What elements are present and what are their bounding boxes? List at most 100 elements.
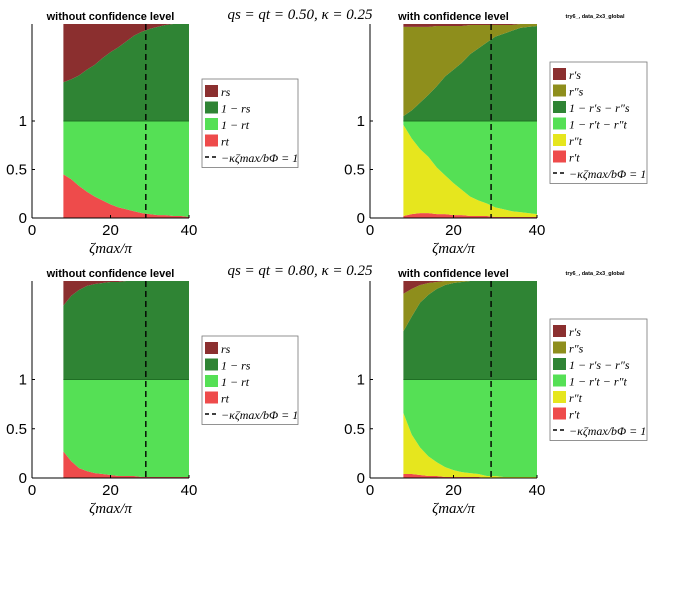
- legend-swatch: [553, 117, 566, 130]
- legend: rs 1 − rs 1 − rt rt −κζmax/bΦ = 1: [201, 335, 299, 425]
- area-one_minus_rt: [403, 121, 537, 215]
- y-tick-label: 0: [19, 210, 27, 227]
- legend-label: rs: [221, 85, 231, 99]
- x-tick-label: 40: [181, 222, 198, 239]
- legend-swatch: [205, 118, 218, 130]
- area-rs_pp: [403, 24, 537, 117]
- x-tick-label: 0: [366, 222, 374, 239]
- y-tick-label: 0.5: [344, 421, 365, 438]
- area-rs: [63, 24, 189, 83]
- y-tick-label: 0.5: [6, 162, 27, 179]
- x-axis-label: ζmax/π: [432, 501, 475, 517]
- legend-swatch: [205, 134, 218, 147]
- chart-title: without confidence level: [46, 11, 175, 23]
- x-axis-label: ζmax/π: [89, 501, 132, 517]
- legend-swatch: [205, 85, 218, 97]
- legend-swatch: [553, 374, 566, 387]
- legend-label: 1 − rs: [221, 359, 251, 373]
- x-tick-label: 20: [445, 482, 462, 499]
- legend-label: r″s: [569, 85, 584, 99]
- legend-swatch: [553, 341, 566, 354]
- legend-label: r′s: [569, 68, 581, 82]
- y-tick-label: 0.5: [344, 162, 365, 179]
- legend-label: 1 − r′t − r″t: [569, 118, 627, 132]
- legend-label: rt: [221, 392, 230, 406]
- legend-box: [549, 61, 648, 184]
- area-rs: [63, 281, 189, 306]
- legend: r′s r″s 1 − r′s − r″s 1 − r′t − r″t r″t r′t −κ…: [549, 61, 648, 184]
- x-tick-label: 20: [102, 482, 119, 499]
- chart-panel-4: 0 0.5 1 0 20 40 ζmax/π with confidence level try…: [344, 268, 648, 517]
- area-rt_pp: [403, 124, 537, 218]
- y-tick-label: 1: [19, 372, 27, 389]
- legend-label: r′s: [569, 325, 581, 339]
- row-title-2: qs = qt = 0.80, κ = 0.25: [227, 263, 373, 279]
- legend-label: 1 − r′s − r″s: [569, 101, 630, 115]
- area-one_minus_rs: [403, 281, 537, 380]
- legend-label: 1 − rt: [221, 118, 250, 132]
- legend-label: r″s: [569, 342, 584, 356]
- legend-swatch: [205, 342, 218, 354]
- y-tick-label: 0.5: [6, 421, 27, 438]
- chart-tag: try6_, data_2x3_global: [565, 271, 624, 277]
- area-rt: [63, 174, 189, 218]
- x-axis-label: ζmax/π: [432, 241, 475, 257]
- legend-swatch: [553, 325, 566, 337]
- area-one_minus_rt: [63, 379, 189, 478]
- legend-label: r′t: [569, 151, 580, 165]
- chart-tag: try6_, data_2x3_global: [565, 14, 624, 20]
- area-rt_p: [403, 213, 537, 218]
- legend-swatch: [553, 134, 566, 146]
- area-one_minus_rs: [63, 281, 189, 380]
- x-tick-label: 0: [28, 222, 36, 239]
- legend-swatch: [553, 84, 566, 97]
- legend-swatch: [553, 150, 566, 163]
- legend-swatch: [553, 101, 566, 113]
- x-tick-label: 20: [445, 222, 462, 239]
- legend-swatch: [553, 407, 566, 420]
- y-tick-label: 1: [19, 113, 27, 130]
- legend-label: −κζmax/bΦ = 1: [569, 424, 646, 438]
- legend-label: r″t: [569, 134, 583, 148]
- legend-label: 1 − r′t − r″t: [569, 375, 627, 389]
- y-tick-label: 1: [357, 113, 365, 130]
- legend: rs 1 − rs 1 − rt rt −κζmax/bΦ = 1: [201, 78, 299, 168]
- legend-swatch: [205, 375, 218, 387]
- legend-label: −κζmax/bΦ = 1: [221, 408, 298, 422]
- legend-swatch: [553, 68, 566, 80]
- legend-label: −κζmax/bΦ = 1: [569, 167, 646, 181]
- legend-swatch: [205, 391, 218, 404]
- x-tick-label: 0: [28, 482, 36, 499]
- area-one_minus_rs: [63, 24, 189, 121]
- legend-swatch: [553, 391, 566, 403]
- legend-box: [549, 318, 648, 441]
- area-one_minus_rt: [63, 121, 189, 218]
- y-tick-label: 1: [357, 372, 365, 389]
- x-tick-label: 40: [181, 482, 198, 499]
- chart-panel-1: 0 0.5 1 0 20 40 ζmax/π without confidence level…: [6, 11, 299, 257]
- chart-panel-3: 0 0.5 1 0 20 40 ζmax/π without confidence level…: [6, 268, 299, 517]
- y-tick-label: 0: [19, 470, 27, 487]
- y-tick-label: 0: [357, 210, 365, 227]
- x-tick-label: 20: [102, 222, 119, 239]
- legend-label: rt: [221, 135, 230, 149]
- area-rt_pp: [403, 412, 537, 478]
- x-tick-label: 40: [529, 482, 546, 499]
- legend-swatch: [553, 358, 566, 370]
- panels: 0 0.5 1 0 20 40 ζmax/π without confidence level…: [6, 11, 648, 517]
- legend-label: 1 − rs: [221, 102, 251, 116]
- legend-label: −κζmax/bΦ = 1: [221, 151, 298, 165]
- legend-label: r′t: [569, 408, 580, 422]
- legend-label: 1 − r′s − r″s: [569, 358, 630, 372]
- x-axis-label: ζmax/π: [89, 241, 132, 257]
- legend-label: r″t: [569, 391, 583, 405]
- area-one_minus_rt: [403, 379, 537, 478]
- legend-swatch: [205, 358, 218, 371]
- legend-label: rs: [221, 342, 231, 356]
- chart-title: with confidence level: [397, 268, 509, 280]
- legend: r′s r″s 1 − r′s − r″s 1 − r′t − r″t r″t r′t −κ…: [549, 318, 648, 441]
- area-rs_p: [403, 24, 537, 27]
- legend-swatch: [205, 101, 218, 114]
- legend-label: 1 − rt: [221, 375, 250, 389]
